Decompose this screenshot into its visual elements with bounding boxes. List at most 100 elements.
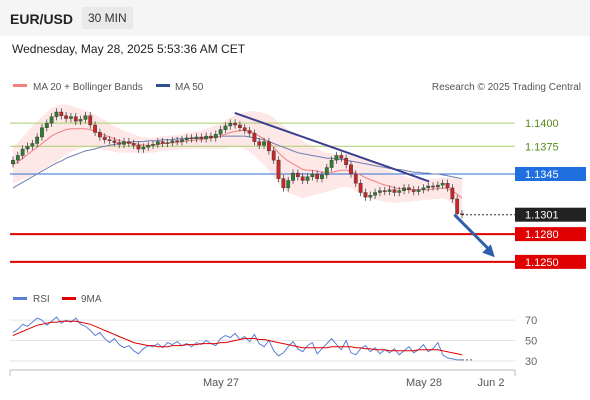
candle	[165, 138, 170, 148]
candle	[339, 151, 344, 162]
candle	[368, 191, 373, 201]
candle	[440, 179, 445, 189]
candle	[252, 129, 257, 146]
candle	[40, 124, 44, 141]
candle	[349, 161, 353, 178]
candle	[455, 195, 460, 218]
candle	[228, 119, 233, 130]
rsi-tick-label: 70	[525, 315, 537, 327]
candle	[20, 145, 25, 160]
rsi-panel: 70 50 30	[10, 315, 537, 368]
candle	[213, 130, 218, 142]
candle	[83, 112, 88, 124]
candle	[242, 124, 247, 135]
candle	[35, 133, 40, 148]
moving-averages	[12, 128, 463, 199]
candle	[450, 184, 455, 203]
candle	[445, 179, 450, 192]
candlesticks	[11, 108, 464, 219]
candle	[180, 136, 184, 146]
candle	[373, 188, 377, 199]
forecast-arrow-head	[482, 244, 495, 258]
candle	[310, 170, 315, 181]
candle	[160, 137, 165, 148]
level-label: 1.1375	[525, 141, 559, 153]
candle	[155, 137, 160, 149]
level-tag-support	[515, 227, 586, 242]
candle	[54, 108, 59, 121]
level-label: 1.1345	[525, 169, 559, 181]
candle	[117, 138, 122, 149]
level-labels: 1.1400 1.1375 1.1345 1.1301 1.1280 1.1250	[515, 118, 586, 269]
rsi-legend-swatch	[13, 297, 27, 300]
candle	[233, 119, 237, 129]
ma20-legend-label: MA 20 + Bollinger Bands	[33, 82, 143, 93]
trendline-layer	[234, 112, 495, 258]
x-tick-label: May 28	[406, 377, 442, 389]
rsi-legend-label: RSI	[33, 294, 50, 305]
header-bar: EUR/USD 30 MIN	[0, 0, 590, 36]
rsi-tick-label: 30	[525, 356, 537, 368]
candle	[88, 112, 93, 129]
candle	[460, 210, 464, 219]
candle	[266, 137, 271, 155]
ma50-legend-label: MA 50	[175, 82, 204, 93]
candle	[426, 182, 431, 192]
ma50-line	[12, 135, 463, 189]
candle	[247, 126, 252, 137]
rsi-tick-label: 50	[525, 336, 537, 348]
candle	[431, 182, 435, 191]
candle	[25, 142, 30, 153]
rsi-ma9-line	[12, 320, 463, 356]
candle	[151, 140, 155, 150]
candle	[262, 137, 266, 150]
candle	[397, 186, 402, 197]
candle	[102, 133, 107, 144]
candle	[184, 134, 189, 144]
candle	[189, 134, 194, 143]
candle	[353, 170, 358, 187]
timeframe-button[interactable]: 30 MIN	[82, 7, 133, 29]
candle	[324, 163, 329, 179]
candle	[209, 132, 213, 142]
candle	[378, 186, 382, 197]
candle	[281, 174, 286, 192]
ma20-legend-swatch	[13, 84, 27, 87]
candle	[223, 122, 228, 134]
candle	[112, 137, 117, 147]
level-tag-pivot	[515, 167, 586, 181]
candle	[238, 121, 242, 132]
level-tag-last	[515, 207, 586, 222]
candle	[11, 156, 15, 168]
candle	[402, 184, 406, 195]
candle	[363, 188, 368, 201]
candle	[358, 179, 363, 197]
candle	[271, 147, 276, 164]
candle	[286, 176, 291, 192]
level-label: 1.1301	[525, 210, 559, 222]
ma50-legend-swatch	[156, 84, 170, 87]
candle	[392, 186, 397, 197]
candle	[131, 139, 136, 150]
candle	[175, 137, 180, 146]
candle	[59, 108, 64, 120]
candle	[387, 186, 392, 196]
bollinger-bands	[13, 104, 462, 217]
candle	[170, 137, 175, 147]
research-credit: Research © 2025 Trading Central	[432, 82, 581, 93]
level-label: 1.1280	[525, 229, 559, 241]
candle	[218, 125, 223, 138]
ma9-legend-swatch	[62, 297, 76, 300]
candle	[122, 137, 126, 149]
candle	[320, 171, 324, 183]
candle	[329, 156, 334, 172]
level-tag-support	[515, 254, 586, 269]
candle	[44, 119, 49, 132]
candle	[257, 137, 262, 150]
candle	[411, 186, 416, 196]
trendline	[234, 112, 430, 183]
candle	[194, 133, 199, 143]
x-tick-label: Jun 2	[478, 377, 505, 389]
rsi-line	[12, 316, 462, 361]
